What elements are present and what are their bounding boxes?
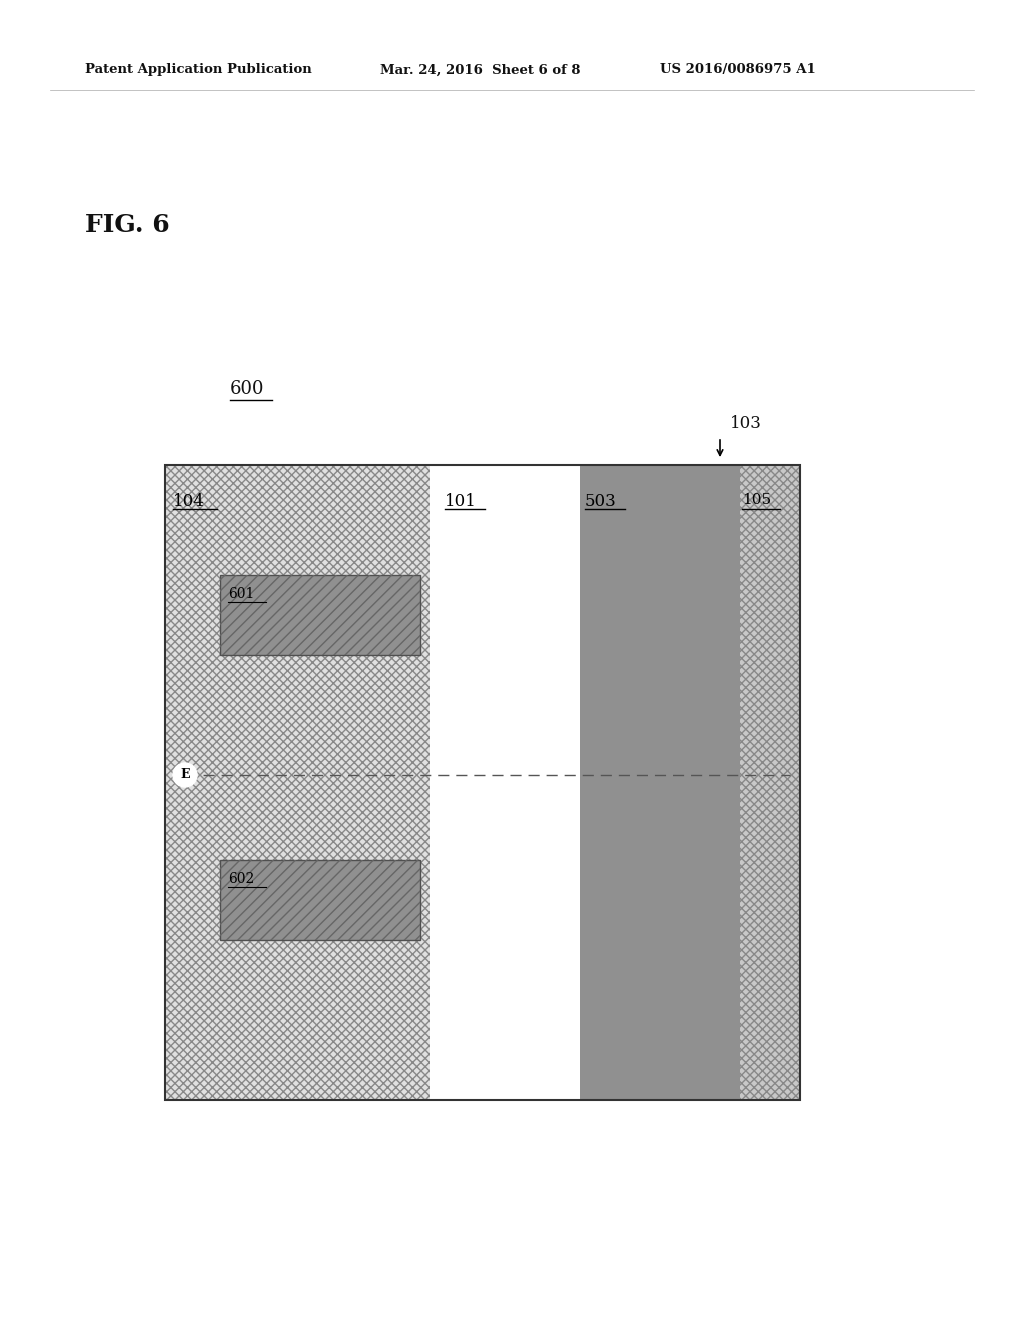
- Text: 105: 105: [742, 492, 771, 507]
- Text: 600: 600: [230, 380, 264, 399]
- Text: 602: 602: [228, 873, 254, 886]
- Text: FIG. 6: FIG. 6: [85, 213, 170, 238]
- Bar: [165, 465, 430, 1100]
- Text: 101: 101: [445, 492, 477, 510]
- Bar: [220, 861, 420, 940]
- Bar: [580, 465, 740, 1100]
- Circle shape: [173, 763, 197, 787]
- Bar: [165, 465, 800, 1100]
- Text: Patent Application Publication: Patent Application Publication: [85, 63, 311, 77]
- Bar: [740, 465, 800, 1100]
- Bar: [165, 465, 430, 1100]
- Bar: [220, 576, 420, 655]
- Text: E: E: [180, 768, 189, 781]
- Text: 503: 503: [585, 492, 616, 510]
- Text: US 2016/0086975 A1: US 2016/0086975 A1: [660, 63, 816, 77]
- Text: 103: 103: [730, 414, 762, 432]
- Bar: [430, 465, 580, 1100]
- Bar: [220, 861, 420, 940]
- Bar: [220, 576, 420, 655]
- Text: Mar. 24, 2016  Sheet 6 of 8: Mar. 24, 2016 Sheet 6 of 8: [380, 63, 581, 77]
- Text: 601: 601: [228, 587, 254, 601]
- Bar: [740, 465, 800, 1100]
- Text: 104: 104: [173, 492, 205, 510]
